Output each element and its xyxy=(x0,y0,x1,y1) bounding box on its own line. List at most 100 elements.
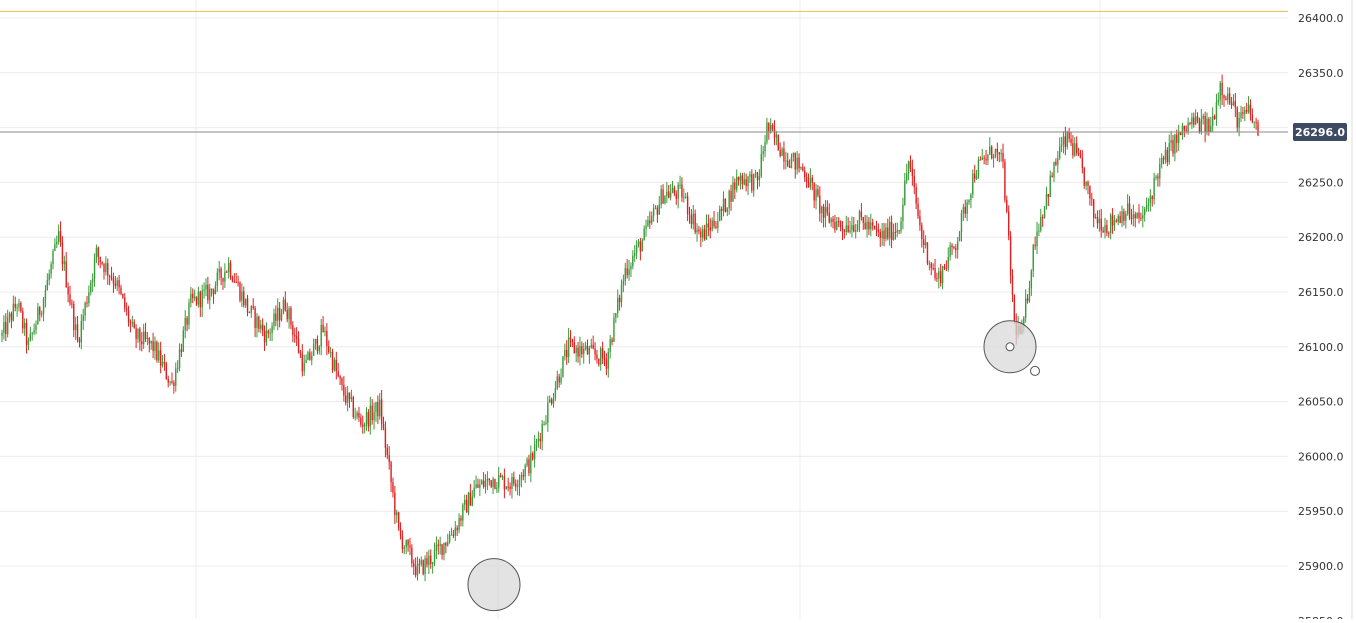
candle-body xyxy=(1164,149,1167,160)
candle-body xyxy=(465,499,468,513)
candle-body xyxy=(129,322,132,324)
candle-body xyxy=(286,310,288,320)
candle-body xyxy=(303,362,305,372)
candle-body xyxy=(71,303,73,305)
candle-body xyxy=(273,313,275,327)
candle-body xyxy=(316,338,319,352)
candle-body xyxy=(1187,122,1189,132)
candle-body xyxy=(966,202,968,214)
candle-body xyxy=(764,142,766,152)
candle-body xyxy=(1162,157,1165,160)
candle-body xyxy=(847,225,849,233)
candle-body xyxy=(649,220,651,224)
candle-body xyxy=(86,302,88,304)
candle-body xyxy=(1072,143,1074,156)
candle-body xyxy=(1193,117,1195,125)
candle-body xyxy=(403,547,406,549)
candle-body xyxy=(887,227,889,239)
candle-body xyxy=(516,486,519,488)
candle-body xyxy=(239,282,241,301)
candle-body xyxy=(288,308,290,320)
candle-body xyxy=(803,170,806,178)
candle-body xyxy=(57,231,60,242)
candle-body xyxy=(1145,205,1148,210)
candle-body xyxy=(424,558,426,575)
candle-body xyxy=(783,148,785,162)
candle-body xyxy=(837,221,840,223)
candle-body xyxy=(175,368,177,386)
candle-body xyxy=(609,339,611,353)
candle-body xyxy=(416,563,419,576)
candle-body xyxy=(734,182,736,190)
candle-body xyxy=(768,122,770,132)
candle-body xyxy=(67,287,69,295)
candle-body xyxy=(834,221,836,230)
candle-body xyxy=(890,221,893,241)
candle-body xyxy=(505,486,507,490)
candle-body xyxy=(692,213,694,225)
candle-body xyxy=(1077,153,1080,155)
candle-body xyxy=(1121,211,1123,224)
candle-body xyxy=(1085,181,1087,186)
candle-body xyxy=(254,308,256,329)
candle-body xyxy=(447,542,449,546)
candle-body xyxy=(807,181,810,188)
candle-body xyxy=(199,291,202,308)
candle-body xyxy=(854,230,857,232)
candle-body xyxy=(65,261,67,288)
candle-body xyxy=(122,293,124,298)
candle-body xyxy=(664,195,666,204)
candle-body xyxy=(953,247,955,249)
candle-body xyxy=(54,244,56,251)
candle-body xyxy=(392,482,394,493)
candle-body xyxy=(48,273,50,281)
candle-body xyxy=(1149,196,1152,204)
y-tick-label: 25900.0 xyxy=(1298,560,1344,573)
candle-body xyxy=(668,191,670,198)
candle-body xyxy=(39,307,41,315)
candle-body xyxy=(445,542,447,546)
candle-body xyxy=(269,332,271,334)
candle-body xyxy=(76,324,79,340)
candle-body xyxy=(464,499,466,505)
candle-body xyxy=(826,207,829,213)
candle-body xyxy=(337,371,339,376)
candle-body xyxy=(639,241,642,252)
candle-body xyxy=(717,221,719,228)
candle-body xyxy=(785,160,787,162)
candle-body xyxy=(40,313,43,315)
candle-body xyxy=(532,453,534,460)
candle-body xyxy=(1183,125,1186,131)
candle-body xyxy=(560,377,562,383)
candle-body xyxy=(694,213,696,233)
candle-body xyxy=(556,376,558,389)
candle-body xyxy=(883,230,885,239)
candle-body xyxy=(1255,121,1257,123)
candle-body xyxy=(700,231,702,238)
candle-body xyxy=(16,307,18,309)
candle-body xyxy=(673,187,676,194)
candle-body xyxy=(509,486,511,490)
candle-body xyxy=(1006,199,1008,212)
candle-body xyxy=(1062,136,1065,145)
candle-body xyxy=(601,348,604,358)
candle-body xyxy=(705,223,708,240)
candle-body xyxy=(739,175,742,181)
candle-body xyxy=(635,244,638,254)
candle-body xyxy=(477,484,479,488)
candle-body xyxy=(719,208,721,222)
candle-body xyxy=(101,262,103,265)
candle-body xyxy=(724,198,727,212)
candle-body xyxy=(968,200,970,203)
candle-body xyxy=(696,229,698,233)
candle-body xyxy=(1134,214,1136,219)
candle-body xyxy=(399,528,402,536)
candle-body xyxy=(131,321,134,324)
candle-body xyxy=(78,339,81,343)
candle-body xyxy=(698,229,700,232)
candle-body xyxy=(798,157,800,169)
candle-body xyxy=(943,266,946,268)
candle-body xyxy=(309,352,311,360)
